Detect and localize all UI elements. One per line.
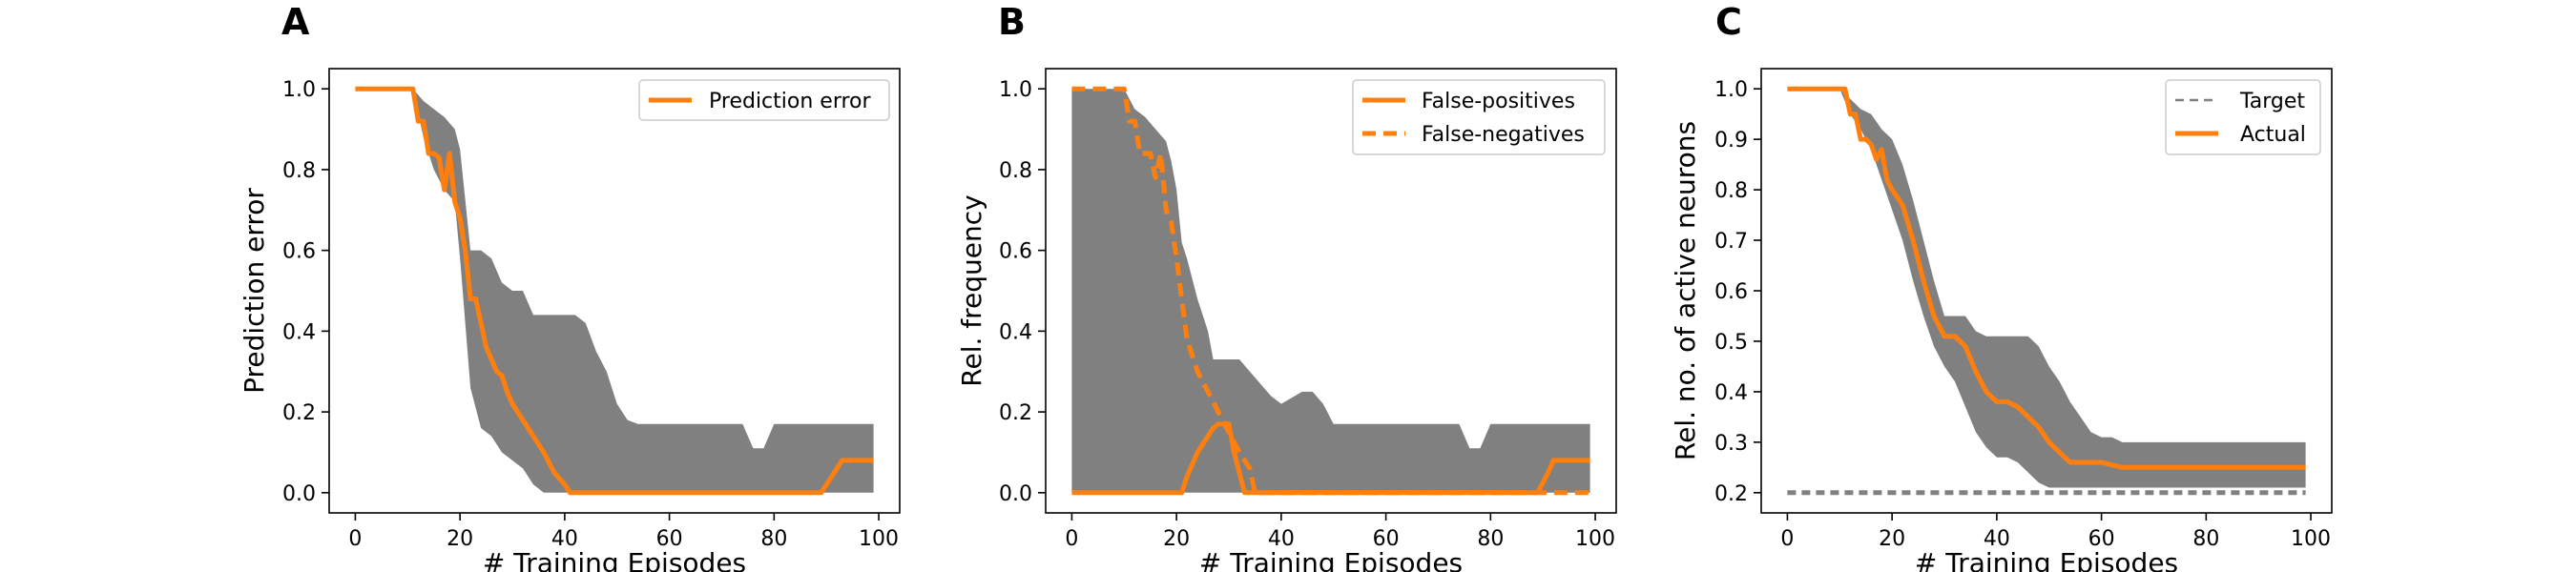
panel-b: B 0 20 40 60 80 100 0.0 0.2 0.4 0.6 0.8 1.0 # Trai… xyxy=(956,1,1617,572)
y-tick-label: 0.4 xyxy=(1714,381,1748,405)
legend-label: Target xyxy=(2239,90,2305,113)
legend-label: False-positives xyxy=(1422,90,1575,113)
x-tick-label: 40 xyxy=(1268,527,1295,551)
y-tick-label: 1.0 xyxy=(999,78,1032,102)
panel-letter: A xyxy=(281,1,310,43)
variability-band xyxy=(1787,89,2306,488)
x-tick-label: 80 xyxy=(1477,527,1504,551)
y-tick-label: 0.7 xyxy=(1714,230,1748,254)
actual-line xyxy=(1787,86,2306,470)
y-tick-label: 0.6 xyxy=(282,240,316,264)
y-tick-label: 0.3 xyxy=(1714,432,1748,456)
x-tick-label: 60 xyxy=(656,527,683,551)
y-tick-label: 0.2 xyxy=(282,401,316,425)
y-tick-label: 0.2 xyxy=(999,401,1032,425)
y-tick-label: 0.6 xyxy=(1714,280,1748,304)
x-tick-label: 40 xyxy=(551,527,578,551)
legend: Prediction error xyxy=(638,79,890,121)
x-tick-label: 20 xyxy=(1163,527,1190,551)
legend-label: Prediction error xyxy=(709,90,871,113)
y-tick-label: 0.0 xyxy=(282,482,316,506)
x-axis-label: # Training Episodes xyxy=(1199,547,1463,572)
y-tick-label: 0.4 xyxy=(282,320,316,344)
legend: Target Actual xyxy=(2165,79,2321,155)
x-tick-label: 80 xyxy=(760,527,787,551)
x-tick-label: 20 xyxy=(447,527,473,551)
x-tick-label: 0 xyxy=(348,527,362,551)
y-tick-label: 0.8 xyxy=(282,159,316,183)
y-tick-label: 0.9 xyxy=(1714,129,1748,153)
panel-c: C 0 20 40 60 80 100 0.2 0.3 0.4 0.5 0.6 0.7 0.8 0.9 1… xyxy=(1670,1,2333,572)
y-tick-label: 0.5 xyxy=(1714,331,1748,355)
y-tick-label: 0.2 xyxy=(1714,482,1748,506)
variability-band xyxy=(355,89,874,493)
panel-a: A 0 20 40 60 80 100 0.0 0.2 0.4 0.6 0.8 1.0 # Trai… xyxy=(239,1,901,572)
y-tick-label: 0.8 xyxy=(999,159,1032,183)
y-tick-label: 0.8 xyxy=(1714,179,1748,203)
plot-frame xyxy=(1045,68,1617,514)
false-negatives-line xyxy=(1071,86,1590,496)
x-tick-label: 80 xyxy=(2192,527,2219,551)
variability-band xyxy=(1071,89,1590,493)
x-tick-label: 0 xyxy=(1065,527,1078,551)
legend-label: False-negatives xyxy=(1422,123,1585,147)
plot-frame xyxy=(328,68,901,514)
x-axis-label: # Training Episodes xyxy=(1915,547,2178,572)
x-tick-label: 60 xyxy=(1373,527,1400,551)
x-tick-label: 100 xyxy=(2291,527,2331,551)
panel-letter: C xyxy=(1715,1,1742,43)
y-tick-label: 0.6 xyxy=(999,240,1032,264)
legend-label: Actual xyxy=(2240,123,2306,147)
legend: False-positives False-negatives xyxy=(1352,79,1606,155)
y-axis-label: Rel. no. of active neurons xyxy=(1670,121,1701,460)
y-tick-label: 1.0 xyxy=(1714,78,1748,102)
x-tick-label: 100 xyxy=(1575,527,1615,551)
x-axis-label: # Training Episodes xyxy=(483,547,746,572)
x-tick-label: 20 xyxy=(1879,527,1905,551)
prediction-error-line xyxy=(355,86,874,496)
y-tick-label: 0.4 xyxy=(999,320,1032,344)
x-tick-label: 0 xyxy=(1780,527,1794,551)
y-tick-label: 0.0 xyxy=(999,482,1032,506)
x-tick-label: 60 xyxy=(2088,527,2115,551)
y-axis-label: Prediction error xyxy=(239,188,270,394)
y-tick-label: 1.0 xyxy=(282,78,316,102)
y-axis-label: Rel. frequency xyxy=(956,194,987,386)
x-tick-label: 100 xyxy=(859,527,899,551)
x-tick-label: 40 xyxy=(1984,527,2010,551)
panel-letter: B xyxy=(998,1,1026,43)
